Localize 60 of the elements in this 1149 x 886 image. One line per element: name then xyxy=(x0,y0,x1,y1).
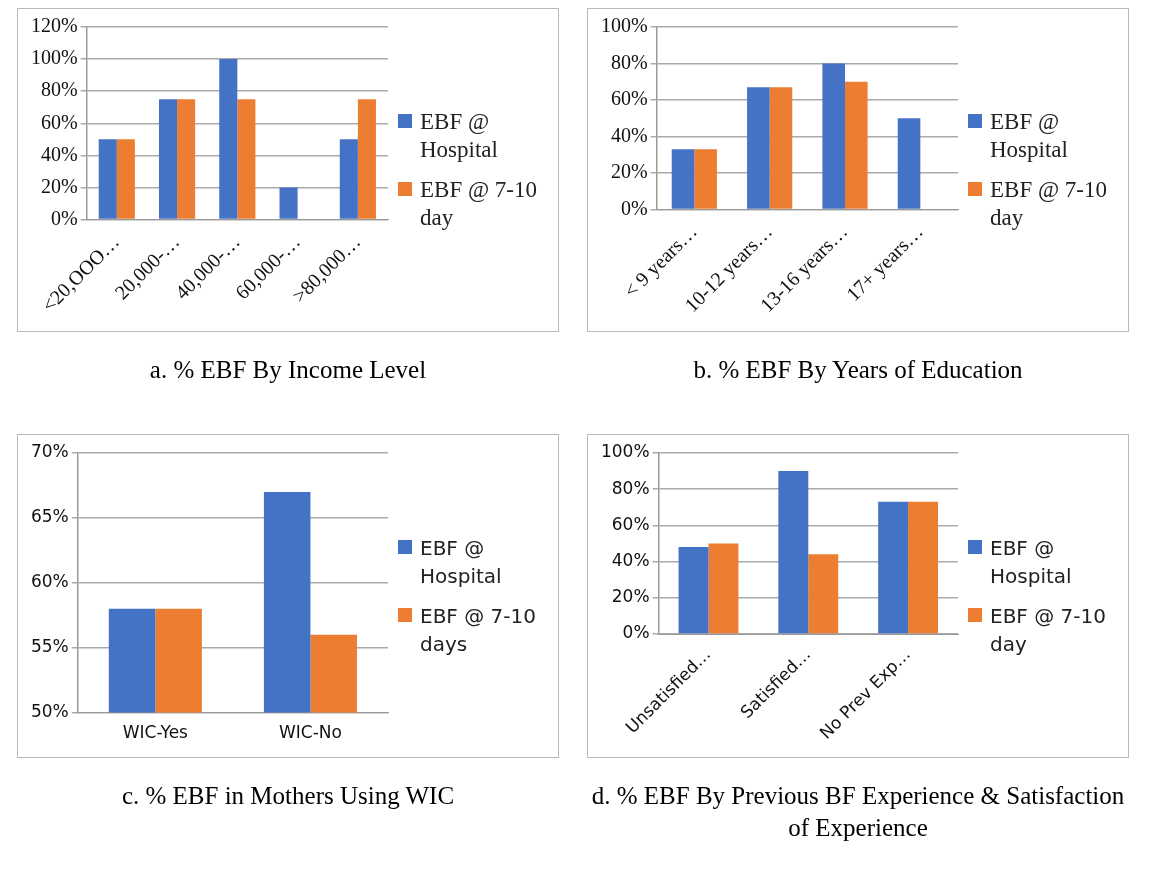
y-tick-label: 60% xyxy=(40,110,78,133)
y-tick-label: 80% xyxy=(610,50,648,73)
bar xyxy=(822,63,845,209)
y-tick-label: 60% xyxy=(611,513,650,534)
y-tick-label: 60% xyxy=(30,571,69,592)
bar xyxy=(116,139,135,219)
y-tick-label: 0% xyxy=(620,196,648,219)
legend-label: EBF @ 7-10 days xyxy=(420,603,537,658)
y-tick-label: 20% xyxy=(40,174,78,197)
y-tick-label: 40% xyxy=(610,123,648,146)
bar xyxy=(708,543,739,634)
y-tick-label: 55% xyxy=(30,636,69,657)
legend-label: EBF @ Hospital xyxy=(420,535,503,590)
y-tick-label: 100% xyxy=(600,441,650,462)
bar xyxy=(237,99,256,219)
x-tick-label: WIC-Yes xyxy=(122,722,189,743)
bar xyxy=(778,471,809,634)
y-tick-label: 20% xyxy=(611,586,650,607)
bar xyxy=(878,501,909,634)
bar xyxy=(694,149,717,209)
text: a. % EBF By Income Level xyxy=(148,355,428,385)
bar xyxy=(769,87,793,209)
bar xyxy=(357,99,376,219)
y-tick-label: 50% xyxy=(30,701,69,722)
bar xyxy=(897,118,921,209)
legend-label: EBF @ Hospital xyxy=(990,535,1073,590)
y-tick-label: 20% xyxy=(610,160,648,183)
bar xyxy=(747,87,770,209)
bar xyxy=(339,139,358,219)
y-tick-label: 0% xyxy=(50,206,78,229)
text: c. % EBF in Mothers Using WIC xyxy=(120,781,456,811)
legend-label: EBF @ 7-10 day xyxy=(990,603,1107,658)
bar xyxy=(908,501,939,634)
y-tick-label: 120% xyxy=(30,14,78,37)
text: b. % EBF By Years of Education xyxy=(692,355,1024,385)
bar xyxy=(158,99,178,219)
bar xyxy=(279,187,298,219)
legend-label: EBF @ Hospital xyxy=(420,108,499,164)
y-tick-label: 0% xyxy=(622,622,650,643)
bar xyxy=(678,547,709,634)
bar xyxy=(98,139,117,219)
y-tick-label: 65% xyxy=(30,506,69,527)
y-tick-label: 100% xyxy=(600,14,648,37)
y-tick-label: 40% xyxy=(611,550,650,571)
text: d. % EBF By Previous BF Experience & Satisfaction of Experience xyxy=(590,781,1126,843)
bar xyxy=(845,81,868,209)
legend-label: EBF @ 7-10 day xyxy=(420,176,539,232)
y-tick-label: 60% xyxy=(610,87,648,110)
y-tick-label: 40% xyxy=(40,142,78,165)
y-tick-label: 80% xyxy=(611,477,650,498)
bar xyxy=(671,149,695,209)
bar xyxy=(177,99,196,219)
y-tick-label: 70% xyxy=(30,441,69,462)
x-tick-label: WIC-No xyxy=(278,722,342,743)
legend-label: EBF @ 7-10 day xyxy=(990,176,1109,232)
y-tick-label: 80% xyxy=(40,78,78,101)
y-tick-label: 100% xyxy=(30,46,78,69)
bar xyxy=(219,59,238,219)
legend-label: EBF @ Hospital xyxy=(990,108,1069,164)
bar xyxy=(808,554,839,634)
